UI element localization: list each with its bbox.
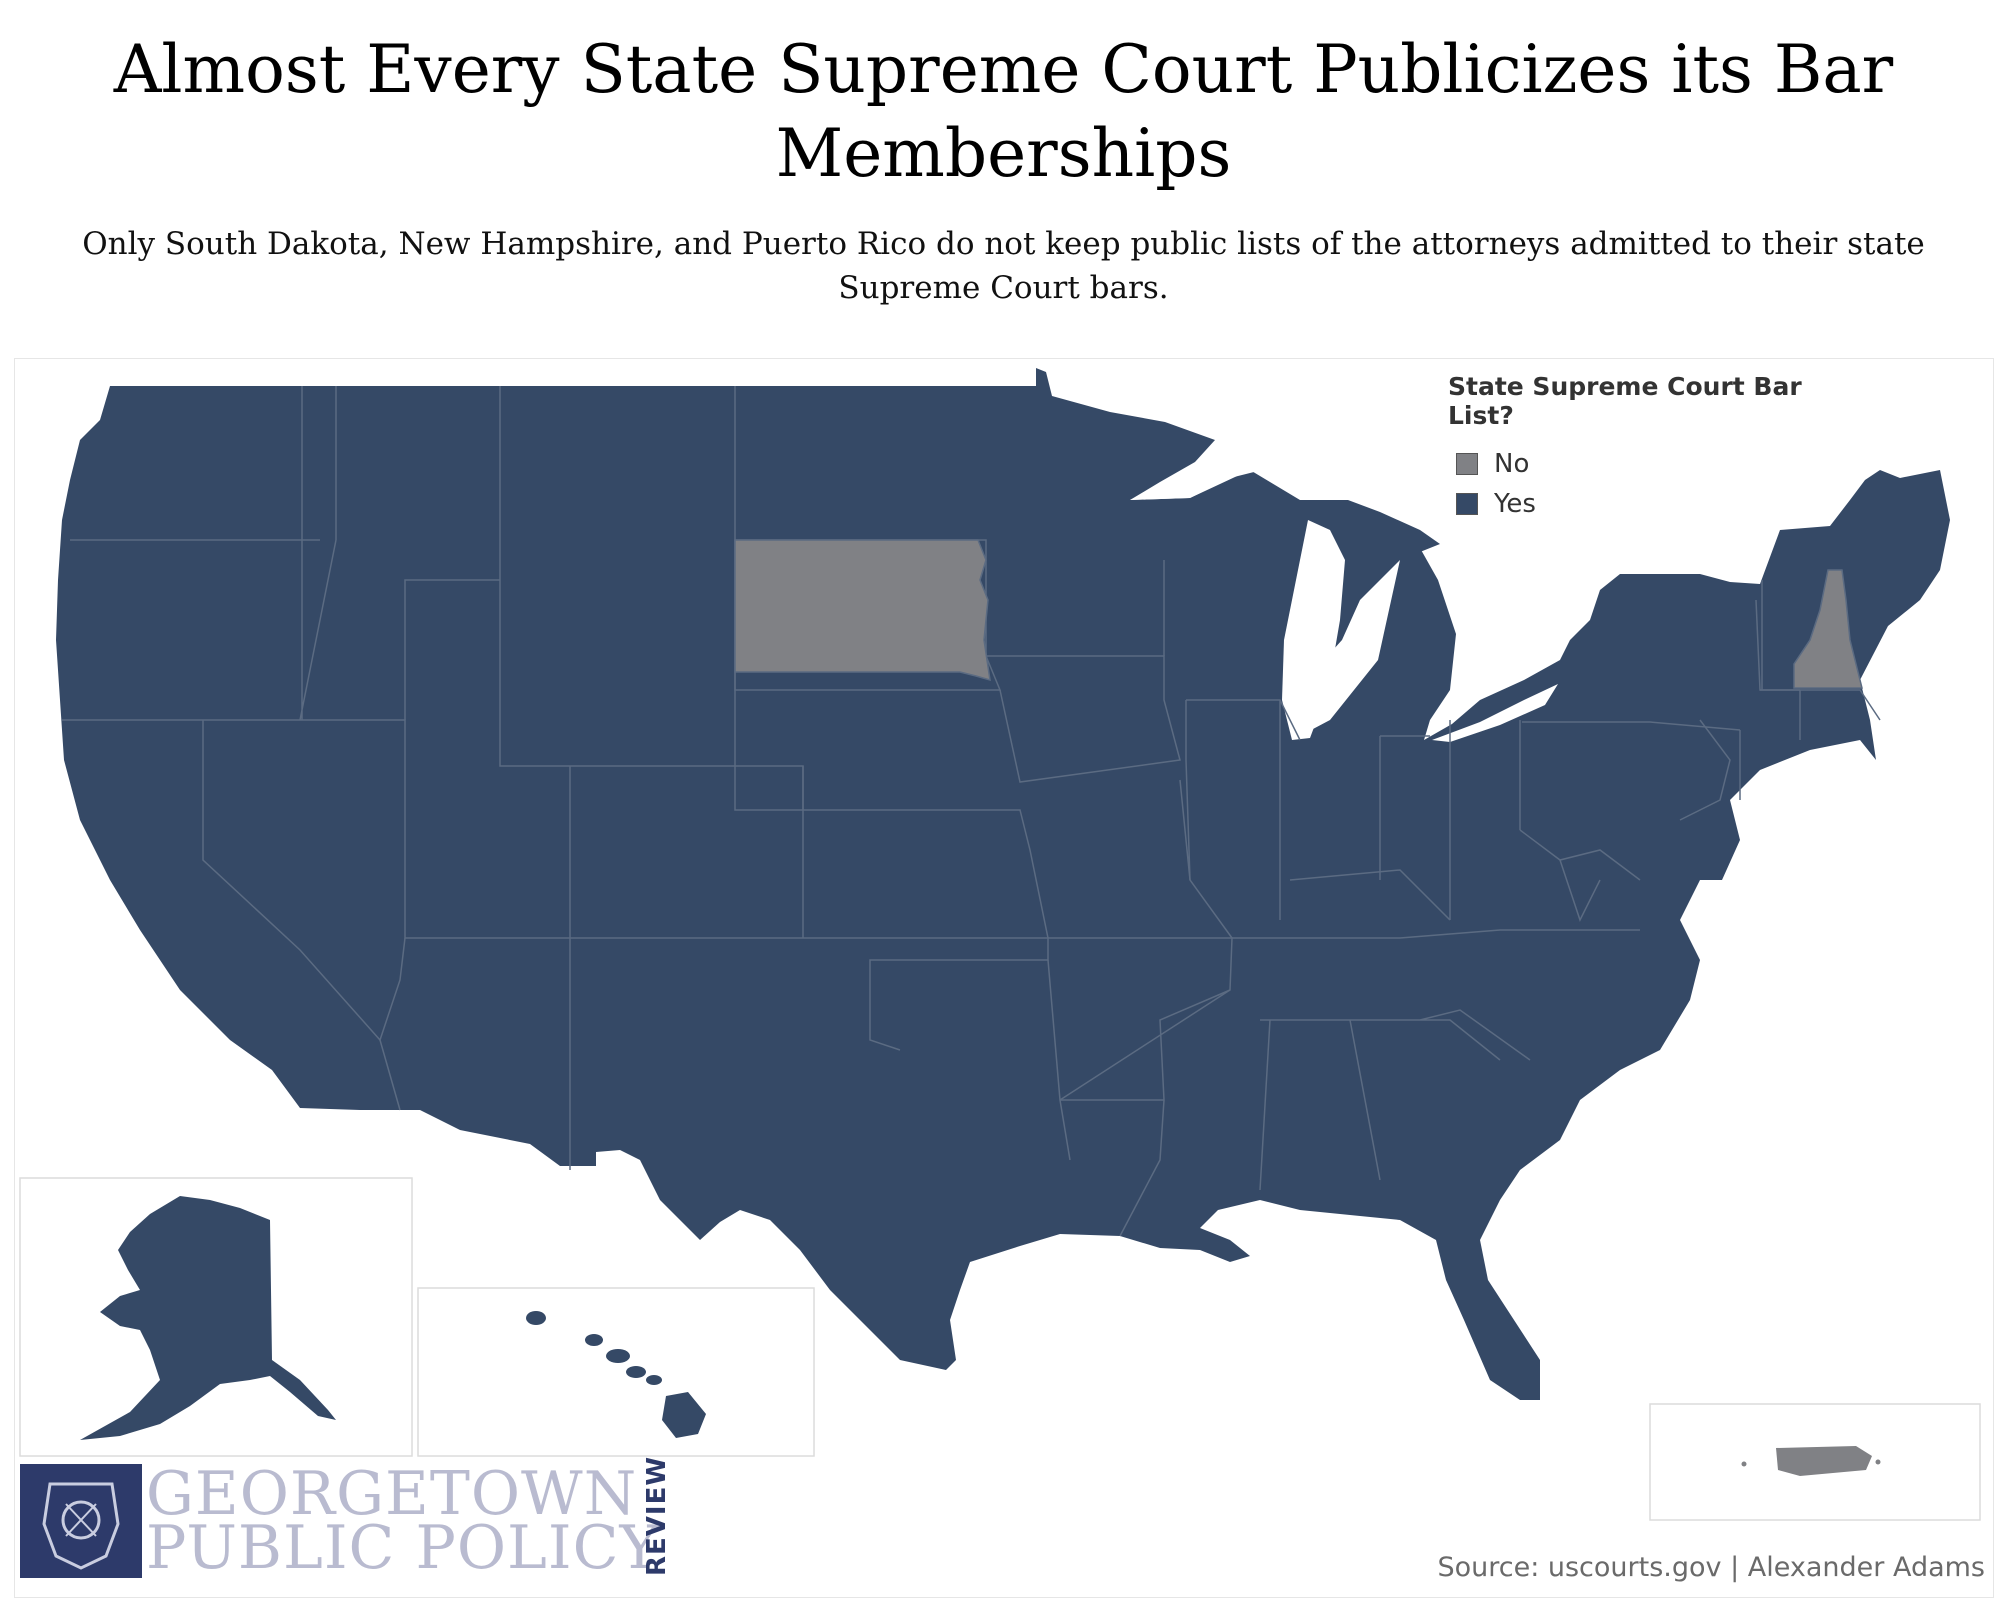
chart-title: Almost Every State Supreme Court Publici… — [113, 31, 1894, 192]
state-south-dakota[interactable] — [734, 539, 991, 682]
legend-label-yes: Yes — [1494, 489, 1536, 519]
map-legend: State Supreme Court Bar List? No Yes — [1448, 372, 1868, 524]
territory-puerto-rico[interactable] — [1776, 1446, 1872, 1476]
lake-superior — [1130, 448, 1262, 500]
legend-swatch-yes — [1456, 493, 1478, 515]
logo-review: REVIEW — [642, 1455, 672, 1576]
map-frame — [14, 358, 1994, 1598]
logo-line-2: PUBLIC POLICY — [146, 1513, 661, 1583]
chart-subtitle: Only South Dakota, New Hampshire, and Pu… — [82, 226, 1925, 306]
state-alaska[interactable] — [80, 1196, 336, 1440]
territory-island-dot — [1741, 1461, 1747, 1467]
lake-erie — [1432, 684, 1558, 742]
georgetown-logo: GEORGETOWN PUBLIC POLICY REVIEW — [20, 1456, 680, 1584]
state-hawaii[interactable] — [526, 1311, 706, 1438]
legend-item-yes[interactable]: Yes — [1448, 484, 1868, 524]
territory-island-dot — [1875, 1459, 1881, 1465]
legend-label-no: No — [1494, 449, 1530, 479]
legend-swatch-no — [1456, 453, 1478, 475]
region-contiguous-us[interactable] — [56, 368, 1950, 1400]
lake-michigan — [1282, 520, 1345, 740]
state-new-hampshire[interactable] — [1793, 569, 1863, 689]
legend-item-no[interactable]: No — [1448, 444, 1868, 484]
state-borders — [62, 386, 1881, 1237]
source-note: Source: uscourts.gov | Alexander Adams — [1437, 1552, 1985, 1583]
inset-hawaii-frame — [417, 1287, 815, 1457]
legend-title: State Supreme Court Bar List? — [1448, 372, 1802, 430]
logo-line-1: GEORGETOWN — [146, 1459, 638, 1529]
seal-icon — [20, 1464, 142, 1578]
